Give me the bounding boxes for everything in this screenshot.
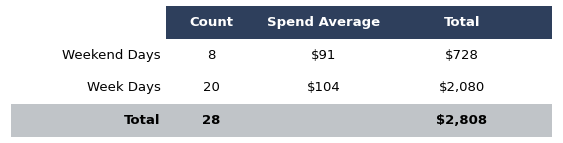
Text: Total: Total — [444, 16, 480, 29]
Text: Week Days: Week Days — [87, 82, 160, 94]
Text: 28: 28 — [202, 114, 220, 127]
Text: 8: 8 — [207, 49, 215, 61]
Text: 20: 20 — [203, 82, 220, 94]
Text: $91: $91 — [311, 49, 337, 61]
Text: Count: Count — [189, 16, 233, 29]
Text: $2,808: $2,808 — [436, 114, 487, 127]
Text: $728: $728 — [445, 49, 479, 61]
Bar — [11, 104, 552, 137]
Text: Spend Average: Spend Average — [267, 16, 380, 29]
Text: $2,080: $2,080 — [439, 82, 485, 94]
Text: Weekend Days: Weekend Days — [62, 49, 160, 61]
Text: $104: $104 — [307, 82, 341, 94]
Bar — [166, 6, 552, 39]
Text: Total: Total — [124, 114, 160, 127]
